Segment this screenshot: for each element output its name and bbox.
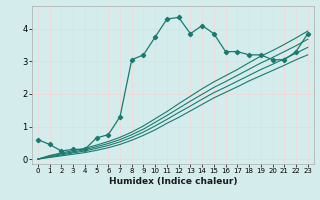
X-axis label: Humidex (Indice chaleur): Humidex (Indice chaleur) <box>108 177 237 186</box>
